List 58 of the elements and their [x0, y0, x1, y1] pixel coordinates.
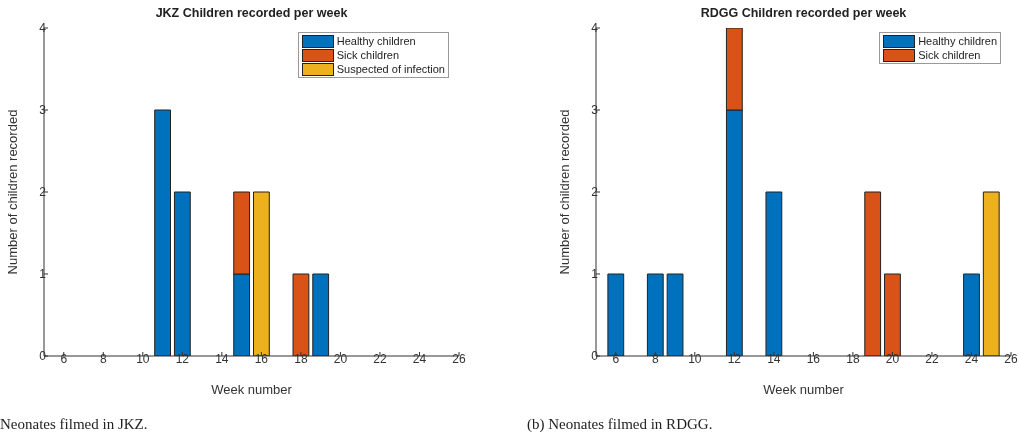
- x-tick-label: 8: [651, 351, 659, 366]
- legend-label: Healthy children: [336, 34, 416, 48]
- x-tick-label: 8: [99, 351, 107, 366]
- x-tick-label: 12: [175, 351, 190, 366]
- x-tick-label: 16: [806, 351, 821, 366]
- x-tick-label: 26: [1004, 351, 1018, 366]
- y-tick-label: 1: [591, 267, 599, 282]
- bar: [884, 273, 901, 356]
- bar: [292, 273, 310, 356]
- bar: [864, 191, 882, 356]
- text: (b) Neonates filmed in RDGG.: [527, 416, 713, 433]
- legend-label: Sick children: [918, 48, 981, 62]
- chart-title: RDGG Children recorded per week: [699, 6, 908, 20]
- bar: [765, 191, 783, 356]
- x-tick-label: 16: [254, 351, 269, 366]
- bar: [253, 191, 270, 356]
- x-tick-label: 10: [688, 351, 702, 366]
- x-tick-label: 20: [333, 351, 348, 366]
- bar: [607, 273, 625, 356]
- y-tick-label: 0: [591, 349, 599, 364]
- bar: [154, 109, 171, 356]
- x-tick-label: 18: [846, 351, 860, 366]
- bar: [312, 273, 330, 356]
- y-axis-title: Number of children recorded: [4, 109, 20, 275]
- y-tick-label: 3: [591, 103, 599, 118]
- x-tick-label: 22: [373, 351, 387, 366]
- x-tick-label: 6: [60, 351, 68, 366]
- bar: [982, 191, 1000, 356]
- x-tick-label: 26: [452, 351, 466, 366]
- text: Neonates filmed in JKZ.: [0, 416, 148, 433]
- x-tick-label: 6: [612, 351, 620, 366]
- x-tick-label: 12: [727, 351, 742, 366]
- chart-title: JKZ Children recorded per week: [154, 6, 349, 20]
- x-tick-label: 14: [215, 351, 229, 366]
- x-tick-label: 22: [925, 351, 939, 366]
- x-tick-label: 24: [964, 351, 979, 366]
- x-axis-title: Week number: [763, 382, 845, 397]
- x-tick-label: 18: [294, 351, 308, 366]
- y-tick-label: 0: [39, 349, 47, 364]
- x-tick-label: 24: [412, 351, 427, 366]
- x-tick-label: 14: [767, 351, 781, 366]
- y-tick-label: 1: [39, 267, 47, 282]
- y-tick-label: 4: [39, 21, 47, 36]
- x-axis-title: Week number: [211, 382, 293, 397]
- x-tick-label: 20: [885, 351, 900, 366]
- y-tick-label: 3: [39, 103, 47, 118]
- legend-label: Sick children: [336, 48, 400, 62]
- bar: [646, 273, 664, 356]
- y-axis-title: Number of children recorded: [556, 109, 572, 275]
- legend-label: Healthy children: [918, 34, 997, 48]
- bar: [963, 273, 980, 356]
- legend-label: Suspected of infection: [336, 62, 445, 76]
- bar: [666, 273, 684, 356]
- y-tick-label: 4: [591, 21, 599, 36]
- bar: [173, 191, 191, 356]
- x-tick-label: 10: [136, 351, 150, 366]
- y-tick-label: 2: [591, 185, 599, 200]
- y-tick-label: 2: [39, 185, 47, 200]
